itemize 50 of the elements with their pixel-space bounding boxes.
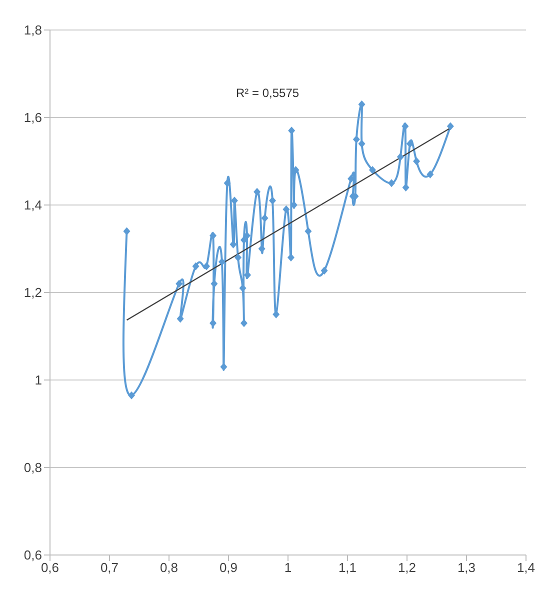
point xyxy=(220,362,228,371)
point xyxy=(358,100,366,108)
annotation: R² = 0,5575 xyxy=(236,86,300,100)
point xyxy=(123,227,130,236)
x-tick-label: 1,2 xyxy=(398,560,416,576)
point xyxy=(426,170,434,178)
x-tick-label: 1,3 xyxy=(457,560,476,576)
point xyxy=(304,227,312,236)
point xyxy=(413,157,420,166)
point xyxy=(244,271,252,279)
point xyxy=(240,319,248,328)
y-tick-label: 1,4 xyxy=(24,198,42,213)
point xyxy=(352,135,360,144)
point xyxy=(446,122,454,130)
point xyxy=(254,188,261,196)
point xyxy=(192,262,200,270)
point xyxy=(388,179,396,188)
point xyxy=(258,244,266,253)
point xyxy=(224,179,231,188)
point xyxy=(368,166,376,174)
point xyxy=(269,196,276,205)
x-tick-label: 0,7 xyxy=(100,560,119,576)
x-tick-label: 0,9 xyxy=(219,560,238,576)
y-tick-label: 0,6 xyxy=(24,548,42,563)
point xyxy=(320,266,328,275)
point xyxy=(396,152,404,161)
point xyxy=(402,184,410,192)
point xyxy=(234,254,242,262)
x-tick-label: 1 xyxy=(284,560,292,576)
point xyxy=(282,205,290,214)
point xyxy=(176,280,183,288)
y-tick-label: 1,8 xyxy=(24,22,42,38)
point xyxy=(261,214,268,222)
y-tick-label: 0,8 xyxy=(24,460,42,476)
point xyxy=(210,232,217,240)
y-tick-label: 1,6 xyxy=(24,110,42,126)
x-tick-label: 0,6 xyxy=(40,560,60,576)
point xyxy=(218,258,226,266)
point xyxy=(402,122,409,130)
point xyxy=(128,391,136,400)
point xyxy=(176,314,184,323)
y-tick-label: 1 xyxy=(34,372,42,388)
point xyxy=(287,254,294,262)
x-tick-label: 1,4 xyxy=(516,560,536,576)
y-tick-label: 1,2 xyxy=(24,285,42,300)
point xyxy=(202,262,210,270)
x-tick-label: 1,1 xyxy=(338,560,357,576)
point xyxy=(210,319,217,328)
point xyxy=(358,140,366,148)
x-tick-label: 0,8 xyxy=(160,560,178,576)
